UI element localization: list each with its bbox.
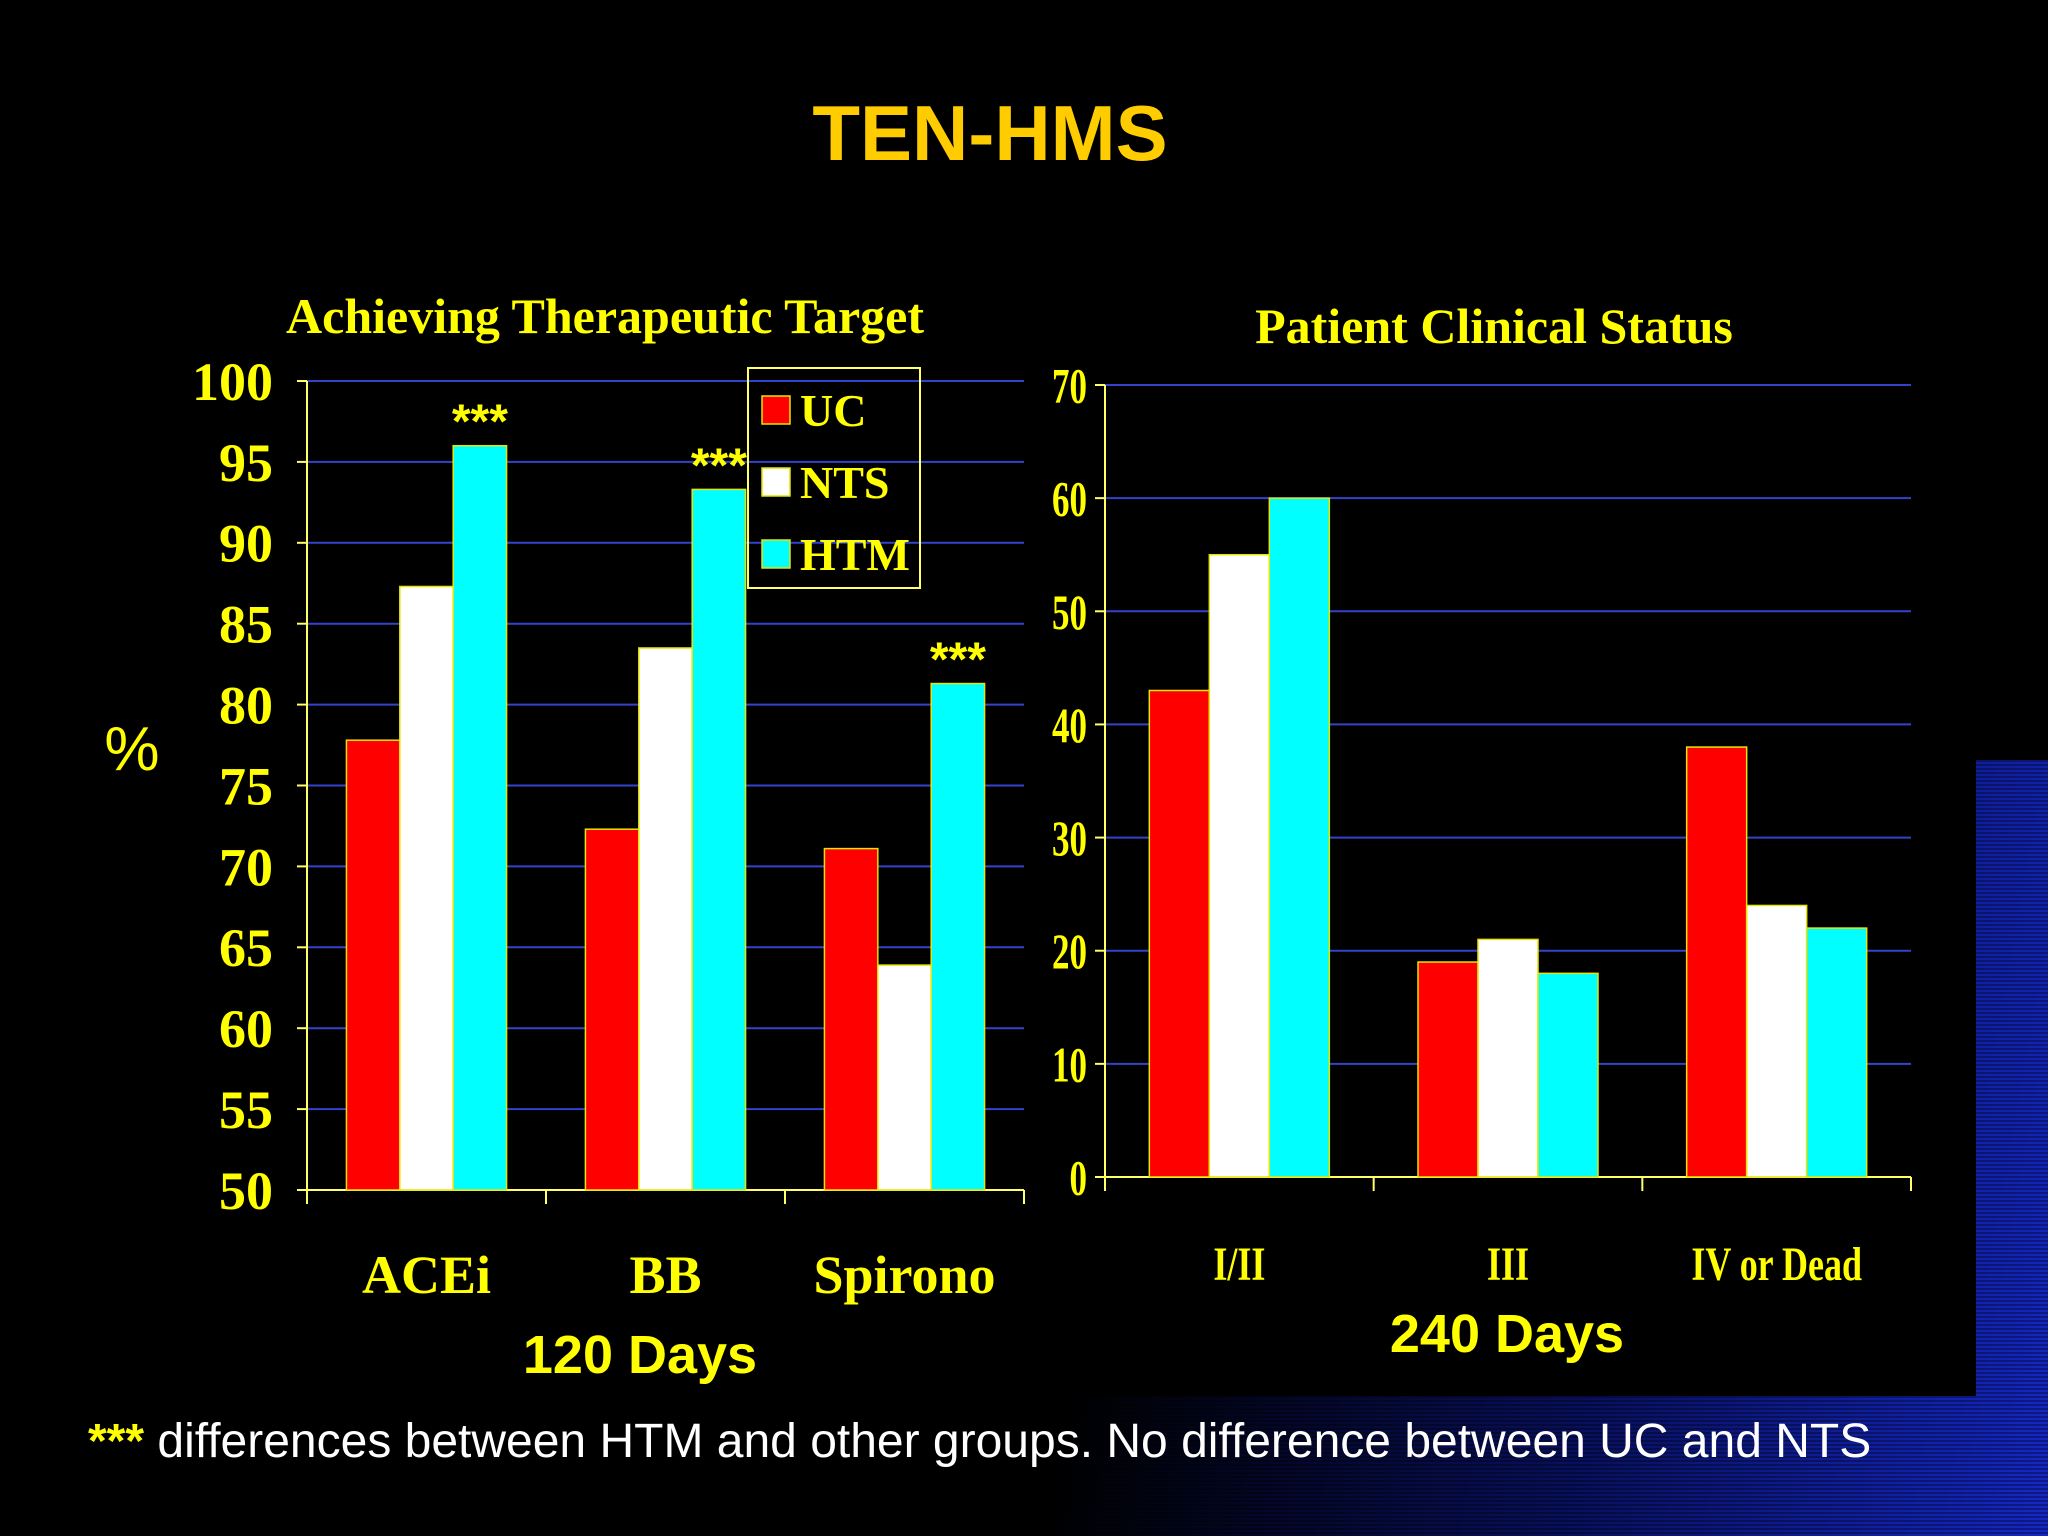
y-axis-title: % [104,715,159,784]
y-tick-label: 20 [1052,925,1087,979]
x-tick-label: BB [629,1245,701,1305]
chart-title: Achieving Therapeutic Target [286,288,924,344]
y-tick-label: 30 [1052,812,1087,866]
x-tick-label: IV or Dead [1691,1238,1862,1291]
significance-marker: *** [452,396,508,449]
y-tick-label: 40 [1052,699,1087,753]
y-tick-label: 60 [219,999,273,1059]
legend-label: UC [800,385,866,436]
x-axis-title: 120 Days [523,1325,757,1385]
y-tick-label: 80 [219,676,273,736]
legend-swatch-htm [761,539,791,569]
y-tick-label: 50 [1052,586,1087,640]
bar-nts [1477,938,1539,1178]
bar-nts [1745,904,1808,1178]
x-tick-label: Spirono [813,1245,995,1305]
bar-uc [823,847,879,1191]
legend-label: HTM [800,529,910,580]
bar-uc [1417,961,1479,1178]
bar-uc [584,828,640,1191]
x-tick-label: ACEi [362,1245,491,1305]
bar-htm [452,444,508,1191]
chart-title: Patient Clinical Status [1255,298,1733,354]
bar-nts [877,964,932,1191]
significance-marker: *** [930,634,986,687]
bar-nts [1208,553,1271,1178]
y-tick-label: 55 [219,1080,273,1140]
bar-htm [1268,497,1331,1178]
x-tick-label: I/II [1213,1238,1265,1291]
y-tick-label: 90 [219,514,273,574]
legend-label: NTS [800,457,889,508]
y-tick-label: 100 [192,352,273,412]
bar-htm [1537,972,1599,1178]
y-tick-label: 75 [219,756,273,816]
y-tick-label: 65 [219,918,273,978]
y-tick-label: 60 [1052,473,1087,527]
bar-htm [691,488,747,1191]
footnote-stars: *** [88,1415,145,1468]
y-tick-label: 10 [1052,1038,1087,1092]
bar-nts [399,585,454,1191]
bar-uc [1148,689,1211,1178]
y-tick-label: 70 [219,837,273,897]
footnote: *** differences between HTM and other gr… [88,1414,2048,1469]
bar-nts [638,647,693,1191]
y-tick-label: 0 [1070,1152,1087,1206]
legend-swatch-nts [761,467,791,497]
x-axis-title: 240 Days [1390,1304,1624,1364]
bar-htm [1805,927,1868,1178]
x-tick-label: III [1487,1238,1529,1291]
y-tick-label: 50 [219,1161,273,1221]
legend-box [747,367,921,589]
legend-swatch-uc [761,395,791,425]
bar-htm [930,682,986,1191]
footnote-text: differences between HTM and other groups… [144,1415,1872,1468]
slide-title: TEN-HMS [812,89,1168,177]
significance-marker: *** [691,439,747,492]
bar-uc [345,739,401,1191]
y-tick-label: 85 [219,595,273,655]
y-tick-label: 95 [219,433,273,493]
y-tick-label: 70 [1052,360,1087,414]
bar-uc [1685,746,1748,1178]
